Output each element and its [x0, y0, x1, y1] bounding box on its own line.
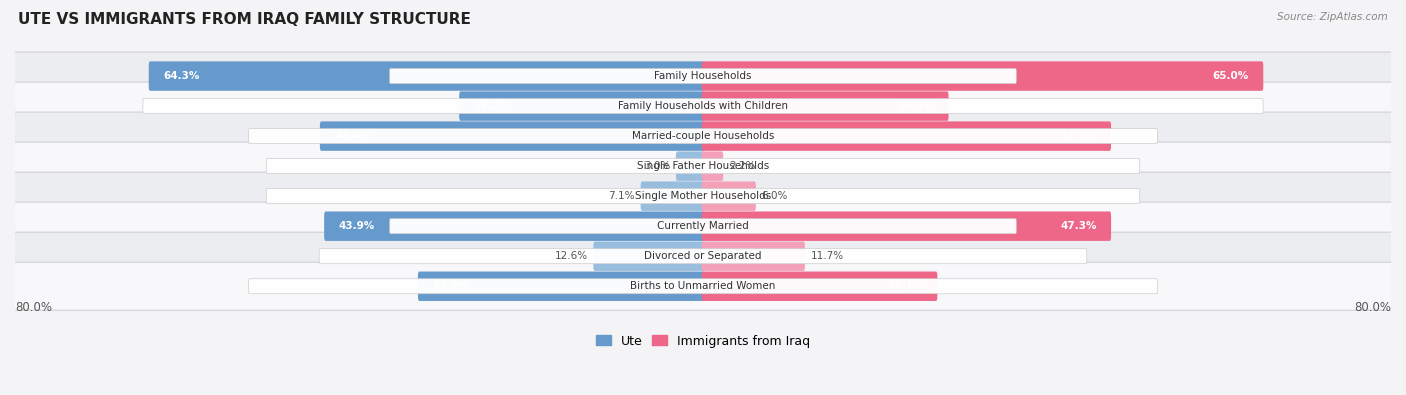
FancyBboxPatch shape: [8, 112, 1398, 160]
FancyBboxPatch shape: [8, 202, 1398, 250]
Text: 43.9%: 43.9%: [339, 221, 374, 231]
FancyBboxPatch shape: [702, 211, 1111, 241]
Text: 64.3%: 64.3%: [163, 71, 200, 81]
Text: Married-couple Households: Married-couple Households: [631, 131, 775, 141]
FancyBboxPatch shape: [8, 52, 1398, 100]
FancyBboxPatch shape: [249, 279, 1157, 294]
FancyBboxPatch shape: [702, 91, 949, 121]
FancyBboxPatch shape: [149, 61, 704, 91]
Text: 47.3%: 47.3%: [1060, 131, 1097, 141]
Text: Family Households: Family Households: [654, 71, 752, 81]
Text: 28.4%: 28.4%: [898, 101, 935, 111]
Text: Currently Married: Currently Married: [657, 221, 749, 231]
FancyBboxPatch shape: [143, 99, 1263, 114]
Text: 7.1%: 7.1%: [609, 191, 636, 201]
FancyBboxPatch shape: [249, 129, 1157, 144]
Text: 2.2%: 2.2%: [728, 161, 755, 171]
FancyBboxPatch shape: [321, 121, 704, 151]
Text: 65.0%: 65.0%: [1213, 71, 1249, 81]
FancyBboxPatch shape: [319, 249, 1087, 264]
Text: Single Mother Households: Single Mother Households: [636, 191, 770, 201]
FancyBboxPatch shape: [702, 61, 1263, 91]
Text: Family Households with Children: Family Households with Children: [619, 101, 787, 111]
FancyBboxPatch shape: [266, 189, 1140, 204]
FancyBboxPatch shape: [266, 159, 1140, 174]
Text: 6.0%: 6.0%: [762, 191, 787, 201]
FancyBboxPatch shape: [702, 121, 1111, 151]
FancyBboxPatch shape: [8, 262, 1398, 310]
Text: Source: ZipAtlas.com: Source: ZipAtlas.com: [1277, 12, 1388, 22]
FancyBboxPatch shape: [593, 241, 704, 271]
FancyBboxPatch shape: [389, 69, 1017, 84]
FancyBboxPatch shape: [8, 82, 1398, 130]
Text: 80.0%: 80.0%: [15, 301, 52, 314]
Text: 28.2%: 28.2%: [474, 101, 509, 111]
Text: 11.7%: 11.7%: [810, 251, 844, 261]
FancyBboxPatch shape: [418, 271, 704, 301]
FancyBboxPatch shape: [8, 172, 1398, 220]
FancyBboxPatch shape: [702, 181, 756, 211]
Text: 27.1%: 27.1%: [887, 281, 924, 291]
FancyBboxPatch shape: [460, 91, 704, 121]
FancyBboxPatch shape: [702, 271, 938, 301]
Legend: Ute, Immigrants from Iraq: Ute, Immigrants from Iraq: [591, 329, 815, 352]
Text: 80.0%: 80.0%: [1354, 301, 1391, 314]
Text: 33.0%: 33.0%: [432, 281, 468, 291]
FancyBboxPatch shape: [325, 211, 704, 241]
Text: Births to Unmarried Women: Births to Unmarried Women: [630, 281, 776, 291]
Text: 47.3%: 47.3%: [1060, 221, 1097, 231]
Text: Divorced or Separated: Divorced or Separated: [644, 251, 762, 261]
FancyBboxPatch shape: [8, 142, 1398, 190]
FancyBboxPatch shape: [702, 151, 723, 181]
FancyBboxPatch shape: [8, 232, 1398, 280]
Text: 3.0%: 3.0%: [644, 161, 671, 171]
Text: 12.6%: 12.6%: [554, 251, 588, 261]
FancyBboxPatch shape: [676, 151, 704, 181]
FancyBboxPatch shape: [641, 181, 704, 211]
FancyBboxPatch shape: [702, 241, 804, 271]
FancyBboxPatch shape: [389, 219, 1017, 234]
Text: Single Father Households: Single Father Households: [637, 161, 769, 171]
Text: 44.4%: 44.4%: [335, 131, 371, 141]
Text: UTE VS IMMIGRANTS FROM IRAQ FAMILY STRUCTURE: UTE VS IMMIGRANTS FROM IRAQ FAMILY STRUC…: [18, 12, 471, 27]
